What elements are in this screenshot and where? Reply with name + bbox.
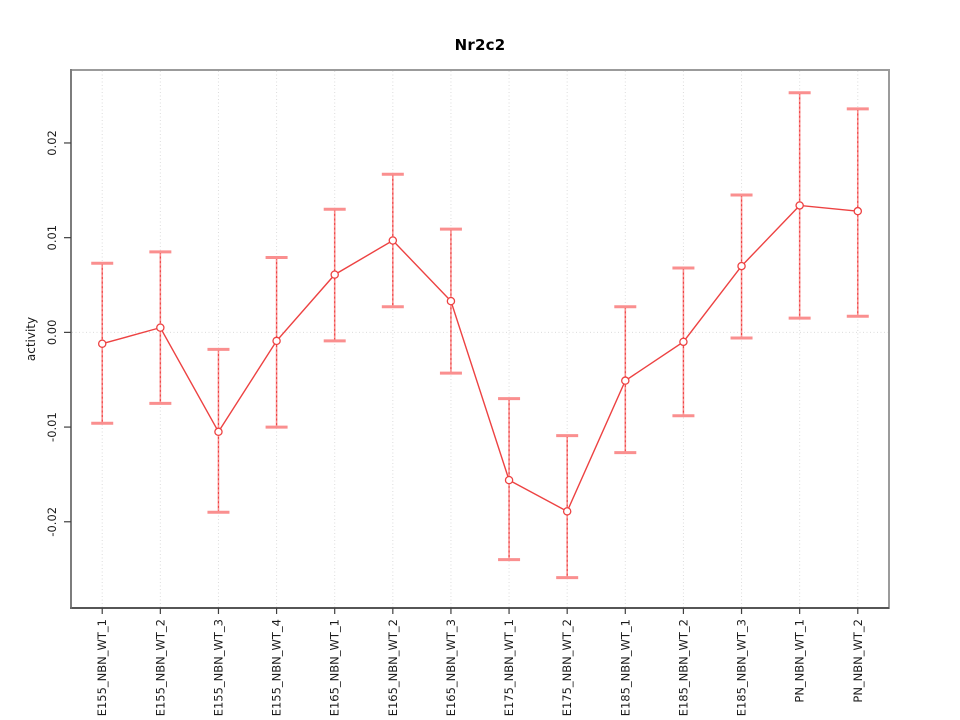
x-tick-label: E185_NBN_WT_3 (735, 619, 749, 716)
x-tick-label: E165_NBN_WT_2 (386, 619, 400, 716)
data-point-marker (562, 507, 572, 516)
x-tick-label: E165_NBN_WT_1 (328, 619, 342, 716)
plot-frame (70, 69, 890, 609)
data-point-marker (795, 201, 804, 210)
x-tick-label: E155_NBN_WT_2 (153, 619, 167, 716)
data-point-marker (156, 323, 165, 332)
data-point-marker (272, 336, 281, 346)
x-tick-label: E175_NBN_WT_2 (560, 619, 574, 716)
data-point-marker (853, 206, 863, 216)
data-point-marker (388, 236, 398, 245)
data-point-marker (330, 270, 339, 279)
data-point-marker (446, 296, 456, 306)
chart-title: Nr2c2 (454, 36, 506, 54)
x-tick-label: E155_NBN_WT_4 (270, 619, 284, 716)
x-tick-label: E185_NBN_WT_2 (676, 619, 690, 716)
x-tick-label: PN_NBN_WT_1 (793, 619, 807, 703)
data-point-marker (97, 339, 107, 348)
data-point-marker (737, 261, 746, 271)
x-tick-label: E175_NBN_WT_1 (502, 619, 516, 716)
data-point-marker (214, 427, 223, 437)
series-line (102, 204, 858, 513)
data-point-marker (679, 337, 688, 347)
y-tick-label: -0.01 (45, 412, 59, 442)
x-tick-label: PN_NBN_WT_2 (851, 619, 865, 703)
y-tick-label: 0.00 (45, 320, 59, 346)
y-axis-title: activity (24, 317, 38, 361)
x-tick-label: E185_NBN_WT_1 (618, 619, 632, 716)
y-tick-label: -0.02 (45, 507, 59, 537)
y-tick-label: 0.02 (45, 130, 59, 156)
x-tick-label: E155_NBN_WT_3 (211, 619, 225, 716)
data-point-marker (504, 475, 514, 485)
x-tick-label: E155_NBN_WT_1 (95, 619, 109, 716)
data-point-marker (621, 376, 630, 385)
x-tick-label: E165_NBN_WT_3 (444, 619, 458, 716)
y-tick-label: 0.01 (45, 225, 59, 251)
